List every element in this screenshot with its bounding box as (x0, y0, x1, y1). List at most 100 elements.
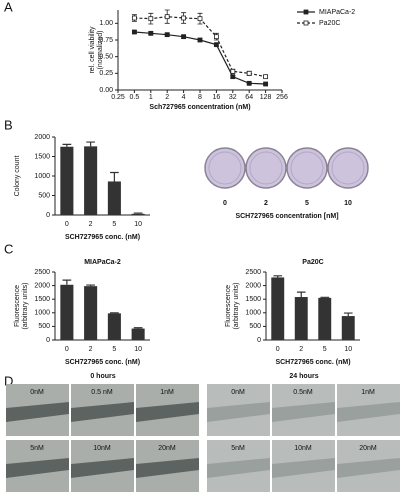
bar (60, 284, 74, 340)
x-tick-label: 5 (323, 346, 327, 353)
marker (164, 32, 170, 38)
image-label: 10nM (93, 445, 111, 452)
y-axis-note: (arbitrary units) (22, 282, 29, 329)
bar (107, 181, 121, 215)
plate-image (286, 147, 328, 189)
scratch-gap (272, 402, 335, 422)
error-bar (133, 327, 143, 329)
plate-rim (249, 151, 283, 185)
marker (263, 74, 269, 80)
bar (131, 213, 145, 215)
scratch-gap (207, 402, 270, 422)
x-tick-label: 10 (134, 221, 142, 228)
scratch-gap (337, 458, 400, 478)
legend-marker (303, 9, 309, 15)
y-tick-label: 2500 (245, 269, 261, 276)
y-tick-label: 0.75 (99, 37, 113, 44)
image-label: 0.5 nM (91, 389, 113, 396)
series-line (134, 16, 266, 78)
y-tick-label: 500 (249, 323, 261, 330)
x-tick-label: 16 (213, 94, 221, 101)
scratch-gap (6, 402, 69, 422)
x-tick-label: 0 (65, 346, 69, 353)
y-tick-label: 1500 (34, 153, 50, 160)
x-tick-label: 2 (299, 346, 303, 353)
bar (271, 277, 285, 340)
y-axis-label: Fluorescence (225, 285, 232, 327)
error-bar (273, 275, 283, 278)
x-tick-label: 0.25 (111, 94, 125, 101)
image-label: 5nM (30, 445, 44, 452)
y-axis-note: (normalized) (97, 31, 104, 70)
x-axis-label: SCH727965 conc. (nM) (65, 234, 140, 241)
y-tick-label: 0.00 (99, 87, 113, 94)
error-bar (110, 312, 119, 314)
plate-label: 0 (223, 200, 227, 207)
error-bar (320, 296, 330, 298)
y-tick-label: 1.00 (99, 20, 113, 27)
x-tick-label: 10 (134, 346, 142, 353)
plate-axis-label: SCH727965 concentration [nM] (235, 213, 338, 220)
panel-label: A (4, 0, 13, 14)
panel-label: B (4, 117, 13, 132)
group-title: 24 hours (289, 373, 318, 380)
y-tick-label: 2000 (34, 134, 50, 141)
plate-rim (208, 151, 242, 185)
y-axis-label: rel. cell viability (89, 26, 96, 74)
y-tick-label: 1000 (34, 173, 50, 180)
bar (60, 146, 74, 215)
image-label: 1nM (361, 389, 375, 396)
panel-label: D (4, 373, 13, 388)
scratch-gap (71, 458, 134, 478)
marker (148, 16, 154, 22)
marker (197, 37, 203, 43)
marker (246, 70, 252, 76)
y-tick-label: 0 (46, 212, 50, 219)
group-title: 0 hours (90, 373, 115, 380)
legend-label: Pa20C (319, 20, 340, 27)
error-bar (343, 312, 353, 317)
error-bar (62, 279, 72, 285)
marker (131, 29, 137, 35)
scratch-gap (136, 402, 199, 422)
image-label: 20nM (359, 445, 377, 452)
bar (84, 146, 98, 215)
plate-rim (290, 151, 324, 185)
image-label: 20nM (158, 445, 176, 452)
image-label: 1nM (160, 389, 174, 396)
y-tick-label: 1000 (34, 310, 50, 317)
marker (164, 14, 170, 20)
bar (84, 286, 98, 340)
panel-label: C (4, 241, 13, 256)
legend-marker (303, 20, 309, 26)
x-tick-label: 8 (198, 94, 202, 101)
plate-label: 10 (344, 200, 352, 207)
y-axis-note: (arbitrary units) (233, 282, 240, 329)
plate-image (327, 147, 369, 189)
chart-title: Pa20C (302, 259, 323, 266)
x-tick-label: 10 (344, 346, 352, 353)
y-tick-label: 2000 (34, 282, 50, 289)
marker (246, 80, 252, 86)
x-tick-label: 0 (65, 221, 69, 228)
image-label: 0.5nM (293, 389, 313, 396)
error-bar (133, 212, 143, 214)
marker (213, 42, 219, 48)
x-tick-label: 256 (276, 94, 288, 101)
error-bar (86, 284, 95, 287)
y-tick-label: 0 (257, 337, 261, 344)
bar (318, 297, 332, 340)
image-label: 0nM (30, 389, 44, 396)
bar (341, 316, 355, 340)
scratch-gap (136, 458, 199, 478)
y-tick-label: 2500 (34, 269, 50, 276)
x-tick-label: 0.5 (130, 94, 140, 101)
x-tick-label: 2 (165, 94, 169, 101)
scratch-gap (71, 402, 134, 422)
y-axis-label: Colony count (14, 156, 21, 197)
y-axis-label: Fluorescence (14, 285, 21, 327)
x-axis-label: Sch727965 concentration (nM) (149, 104, 250, 111)
y-tick-label: 2000 (245, 282, 261, 289)
error-bar (110, 171, 119, 182)
marker (263, 81, 269, 87)
